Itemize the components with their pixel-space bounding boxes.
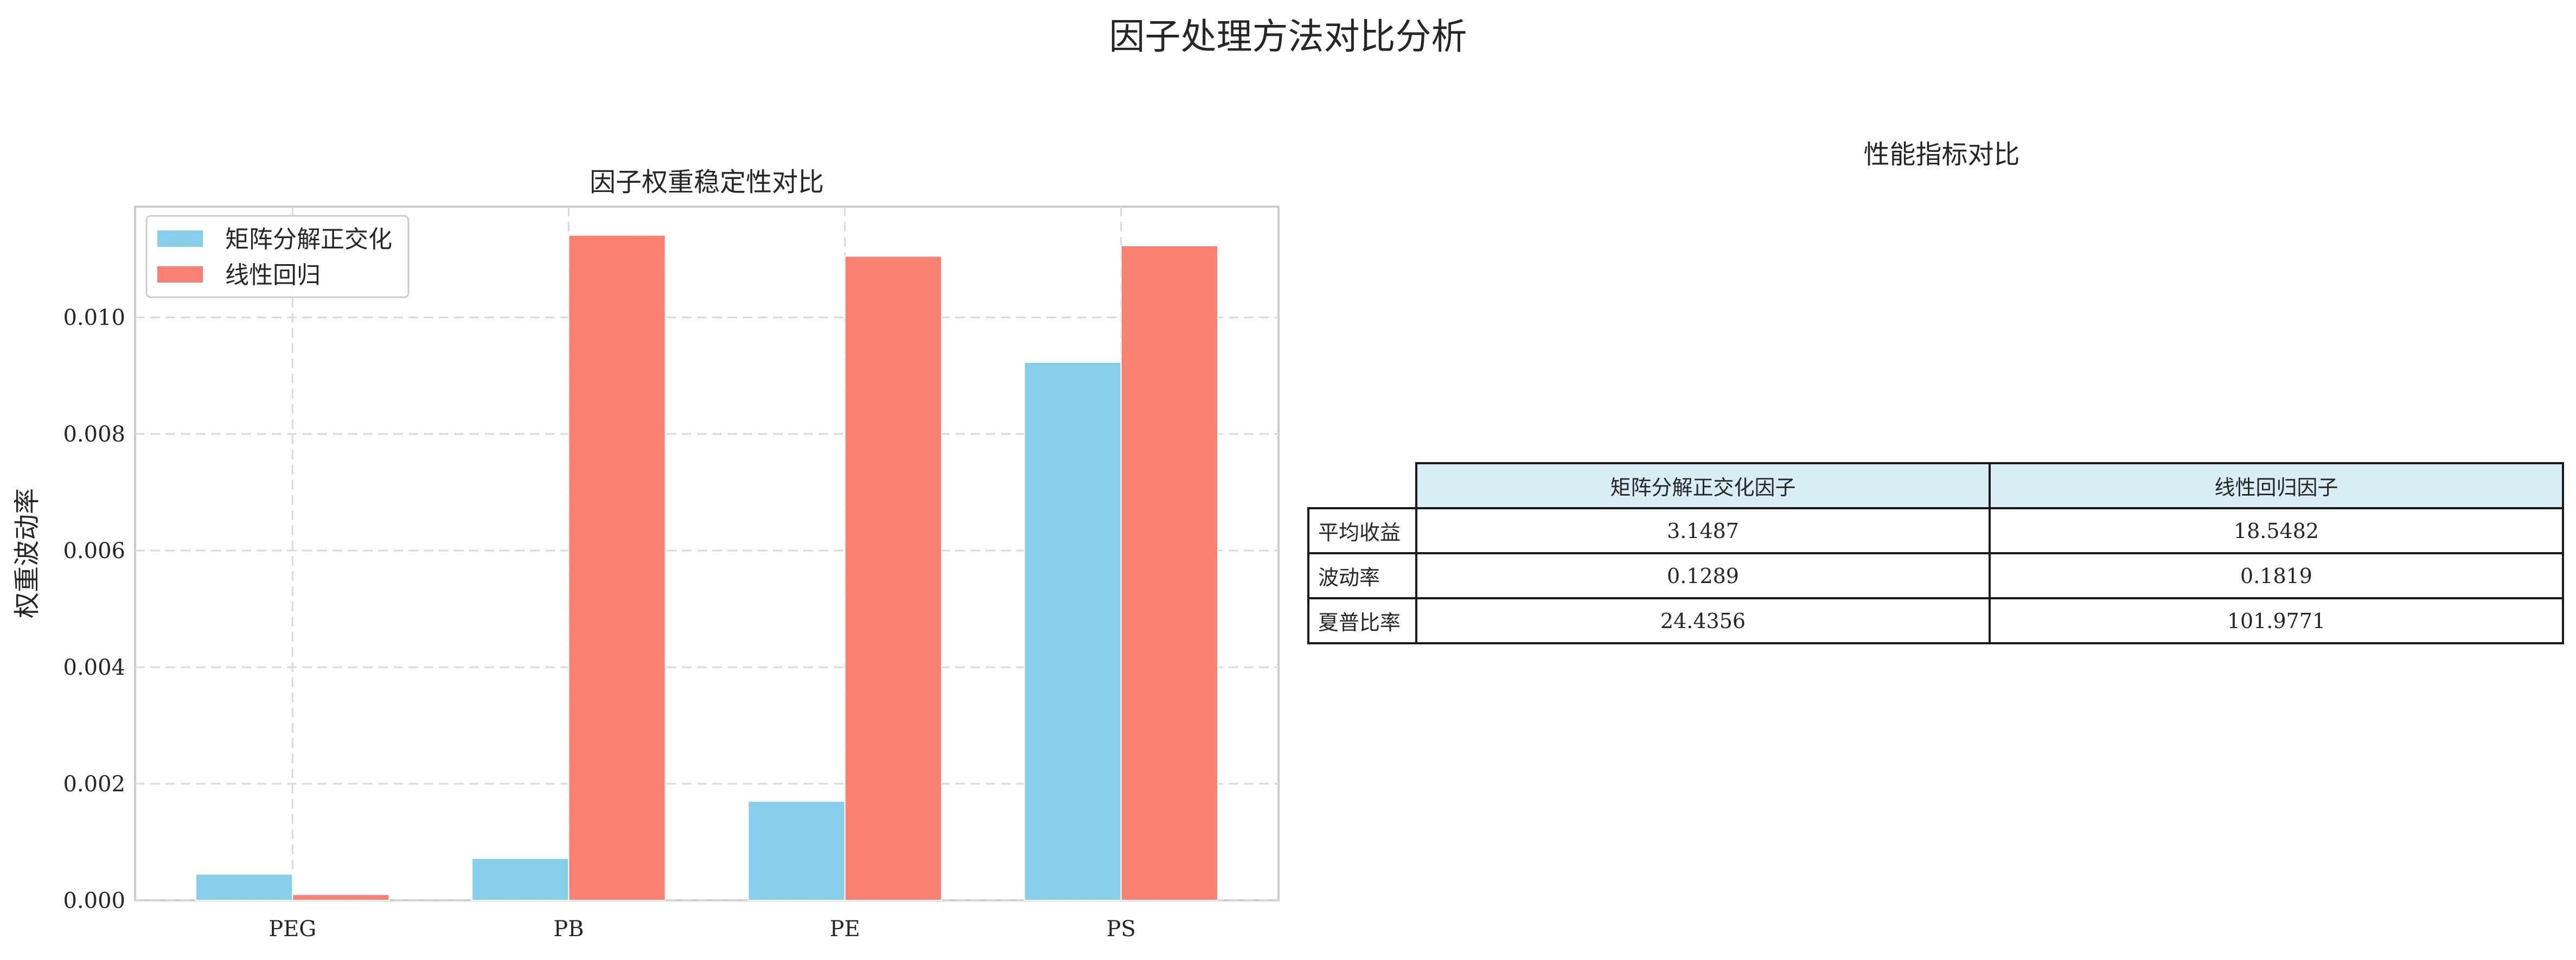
bar-peg-series-0 <box>195 873 293 901</box>
y-tick-label: 0.000 <box>63 888 125 913</box>
table-row-header: 平均收益 <box>1307 507 1417 554</box>
y-tick-label: 0.006 <box>63 539 125 564</box>
table-row-header: 波动率 <box>1307 552 1417 599</box>
ticks: 0.000 0.002 0.004 0.006 0.008 0.010 PEG PB PE PS <box>63 305 1135 942</box>
table-column-header: 矩阵分解正交化因子 <box>1415 462 1991 509</box>
legend-label-0: 矩阵分解正交化 <box>225 226 392 253</box>
x-tick-label: PB <box>553 917 584 942</box>
y-tick-label: 0.004 <box>63 655 125 680</box>
table-row: 波动率 0.1289 0.1819 <box>1307 552 2564 599</box>
legend-swatch-0 <box>157 231 203 247</box>
figure-title: 因子处理方法对比分析 <box>1109 16 1467 57</box>
bar-pe-series-1 <box>844 255 942 901</box>
table-column-header: 线性回归因子 <box>1989 462 2564 509</box>
bar-ps-series-0 <box>1024 361 1122 901</box>
table-cell: 101.9771 <box>1989 597 2564 644</box>
chart-title: 因子权重稳定性对比 <box>590 167 824 197</box>
legend: 矩阵分解正交化 线性回归 <box>145 215 410 298</box>
bar-ps-series-1 <box>1120 245 1218 901</box>
performance-table: 矩阵分解正交化因子 线性回归因子 平均收益 3.1487 18.5482 波动率… <box>1307 462 2564 644</box>
table-header-row: 矩阵分解正交化因子 线性回归因子 <box>1308 462 2564 509</box>
table-cell: 0.1819 <box>1989 552 2564 599</box>
table-cell: 3.1487 <box>1415 507 1991 554</box>
x-tick-label: PE <box>830 917 860 942</box>
legend-swatch-1 <box>157 266 203 283</box>
table-row-header: 夏普比率 <box>1307 597 1417 644</box>
bar-pb-series-1 <box>568 234 666 901</box>
table-cell: 0.1289 <box>1415 552 1991 599</box>
table-row: 夏普比率 24.4356 101.9771 <box>1307 597 2564 644</box>
table-corner-cell <box>1308 463 1417 509</box>
legend-box <box>145 215 410 298</box>
table-cell: 24.4356 <box>1415 597 1991 644</box>
x-tick-label: PS <box>1107 917 1136 942</box>
y-tick-label: 0.010 <box>63 305 125 330</box>
bar-pe-series-0 <box>747 801 846 901</box>
bar-peg-series-1 <box>292 894 390 901</box>
y-tick-label: 0.002 <box>63 772 125 797</box>
y-tick-label: 0.008 <box>63 422 125 447</box>
legend-label-1: 线性回归 <box>225 261 321 289</box>
y-axis-label: 权重波动率 <box>12 488 42 618</box>
table-row: 平均收益 3.1487 18.5482 <box>1307 507 2564 554</box>
table-cell: 18.5482 <box>1989 507 2564 554</box>
table-title: 性能指标对比 <box>1863 139 2020 170</box>
bar-pb-series-0 <box>471 857 570 901</box>
x-tick-label: PEG <box>269 917 316 942</box>
bars <box>195 234 1218 901</box>
